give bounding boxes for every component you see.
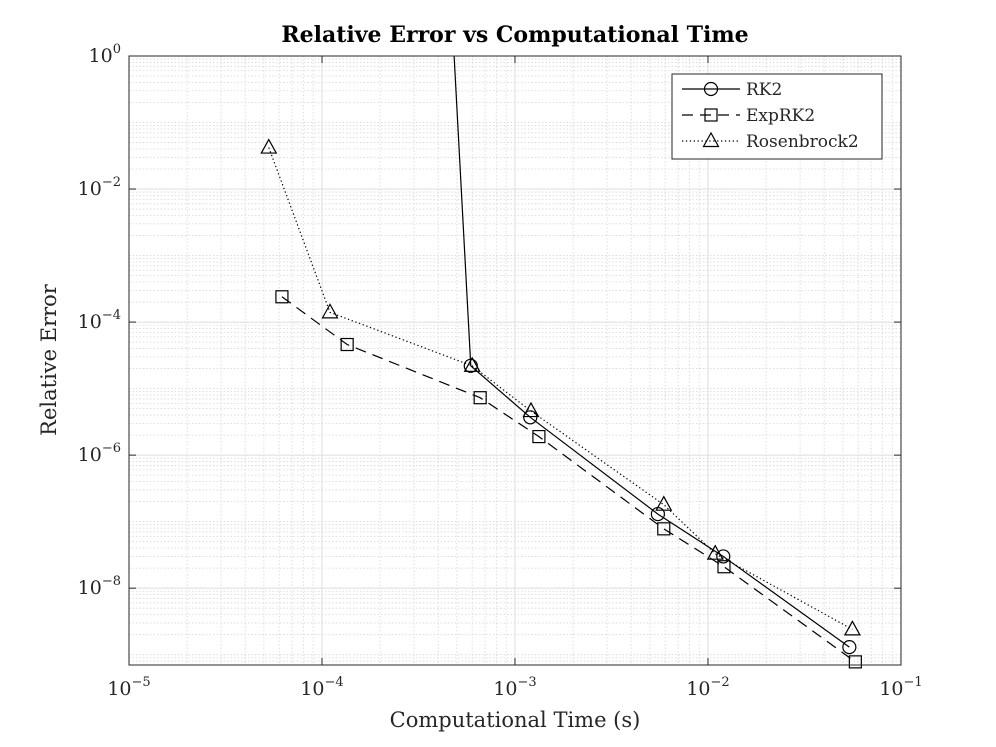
x-tick-label: 10−3 — [493, 675, 536, 700]
y-tick-label: 100 — [89, 42, 121, 67]
legend-label-rk2: RK2 — [746, 80, 782, 100]
x-tick-label: 10−1 — [879, 675, 922, 700]
legend-marker-exprk2 — [704, 108, 718, 122]
data-point-rk2 — [842, 640, 857, 655]
x-tick-label: 10−2 — [686, 675, 729, 700]
data-point-rk2 — [523, 410, 538, 425]
y-axis-label: Relative Error — [37, 283, 61, 436]
legend-label-rosenbrock2: Rosenbrock2 — [746, 132, 859, 152]
y-tick-label: 10−2 — [78, 175, 121, 200]
grid — [128, 56, 901, 666]
axis-ticks — [128, 55, 902, 665]
legend-marker-rosenbrock2 — [702, 131, 720, 148]
data-point-exprk2 — [848, 655, 862, 669]
data-point-rosenbrock2 — [843, 620, 861, 636]
y-tick-labels: 100 10−2 10−4 10−6 10−8 — [78, 42, 121, 599]
data-point-rk2 — [716, 549, 731, 564]
x-tick-labels: 10−5 10−4 10−3 10−2 10−1 — [107, 675, 922, 700]
x-tick-label: 10−4 — [300, 675, 343, 700]
data-point-exprk2 — [473, 391, 487, 405]
data-point-exprk2 — [340, 337, 354, 352]
chart-title: Relative Error vs Computational Time — [281, 22, 748, 48]
data-point-rosenbrock2 — [522, 401, 540, 418]
data-point-exprk2 — [717, 560, 731, 574]
data-point-rosenbrock2 — [321, 303, 339, 319]
legend-box — [671, 73, 883, 160]
x-tick-label: 10−5 — [107, 675, 150, 700]
data-point-exprk2 — [275, 290, 289, 304]
y-tick-label: 10−6 — [78, 441, 121, 466]
legend-marker-rk2 — [703, 81, 719, 97]
series-line-rk2 — [453, 56, 850, 648]
y-tick-label: 10−8 — [78, 574, 121, 599]
data-point-rosenbrock2 — [260, 138, 278, 154]
data-point-exprk2 — [657, 522, 671, 536]
legend-label-exprk2: ExpRK2 — [746, 106, 815, 126]
data-point-rosenbrock2 — [463, 356, 481, 372]
data-point-exprk2 — [532, 429, 546, 444]
legend: RK2 ExpRK2 Rosenbrock2 — [671, 73, 883, 160]
series-line-exprk2 — [281, 296, 856, 663]
data-point-rosenbrock2 — [655, 495, 673, 511]
x-axis-label: Computational Time (s) — [390, 708, 641, 732]
y-tick-label: 10−4 — [78, 308, 121, 333]
series-markers — [260, 138, 862, 669]
data-point-rosenbrock2 — [706, 544, 724, 560]
